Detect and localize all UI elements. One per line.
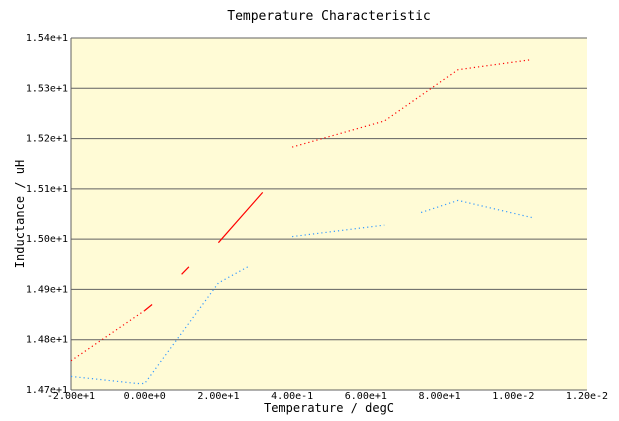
y-tick-label: 1.52e+1 (26, 134, 68, 145)
series-0-segment-3 (217, 192, 264, 244)
x-tick-label: 1.20e-2 (566, 391, 608, 402)
plot-background (71, 38, 587, 390)
x-tick-label: 4.00e-1 (271, 391, 313, 402)
x-tick-label: 1.00e-2 (492, 391, 534, 402)
x-tick-label: 8.00e+1 (418, 391, 460, 402)
y-tick-label: 1.50e+1 (26, 234, 68, 245)
y-tick-label: 1.51e+1 (26, 184, 68, 195)
y-tick-label: 1.47e+1 (26, 385, 68, 396)
y-axis-label: Inductance / uH (13, 160, 27, 268)
series-0-segment-2 (181, 266, 190, 275)
series-lines (70, 59, 532, 385)
gridlines (70, 37, 587, 391)
y-tick-label: 1.48e+1 (26, 335, 68, 346)
chart-title: Temperature Characteristic (227, 9, 431, 24)
y-tick-label: 1.53e+1 (26, 83, 68, 94)
series-1-segment-2 (420, 199, 532, 219)
series-0-segment-4 (291, 59, 532, 148)
x-tick-label: 0.00e+0 (124, 391, 166, 402)
x-tick-label: 2.00e+1 (197, 391, 239, 402)
y-tick-label: 1.54e+1 (26, 33, 68, 44)
y-tick-label: 1.49e+1 (26, 284, 68, 295)
series-1-segment-1 (292, 224, 385, 238)
y-tick-labels: 1.47e+1 1.48e+1 1.49e+1 1.50e+1 1.51e+1 1.52e… (26, 33, 68, 396)
series-0-segment-1 (144, 304, 153, 311)
x-tick-labels: -2.00e+1 0.00e+0 2.00e+1 4.00e-1 6.00e+1 8.00… (47, 391, 608, 402)
x-tick-label: 6.00e+1 (345, 391, 387, 402)
x-axis-label: Temperature / degC (264, 401, 394, 415)
x-tick-label: -2.00e+1 (47, 391, 95, 402)
